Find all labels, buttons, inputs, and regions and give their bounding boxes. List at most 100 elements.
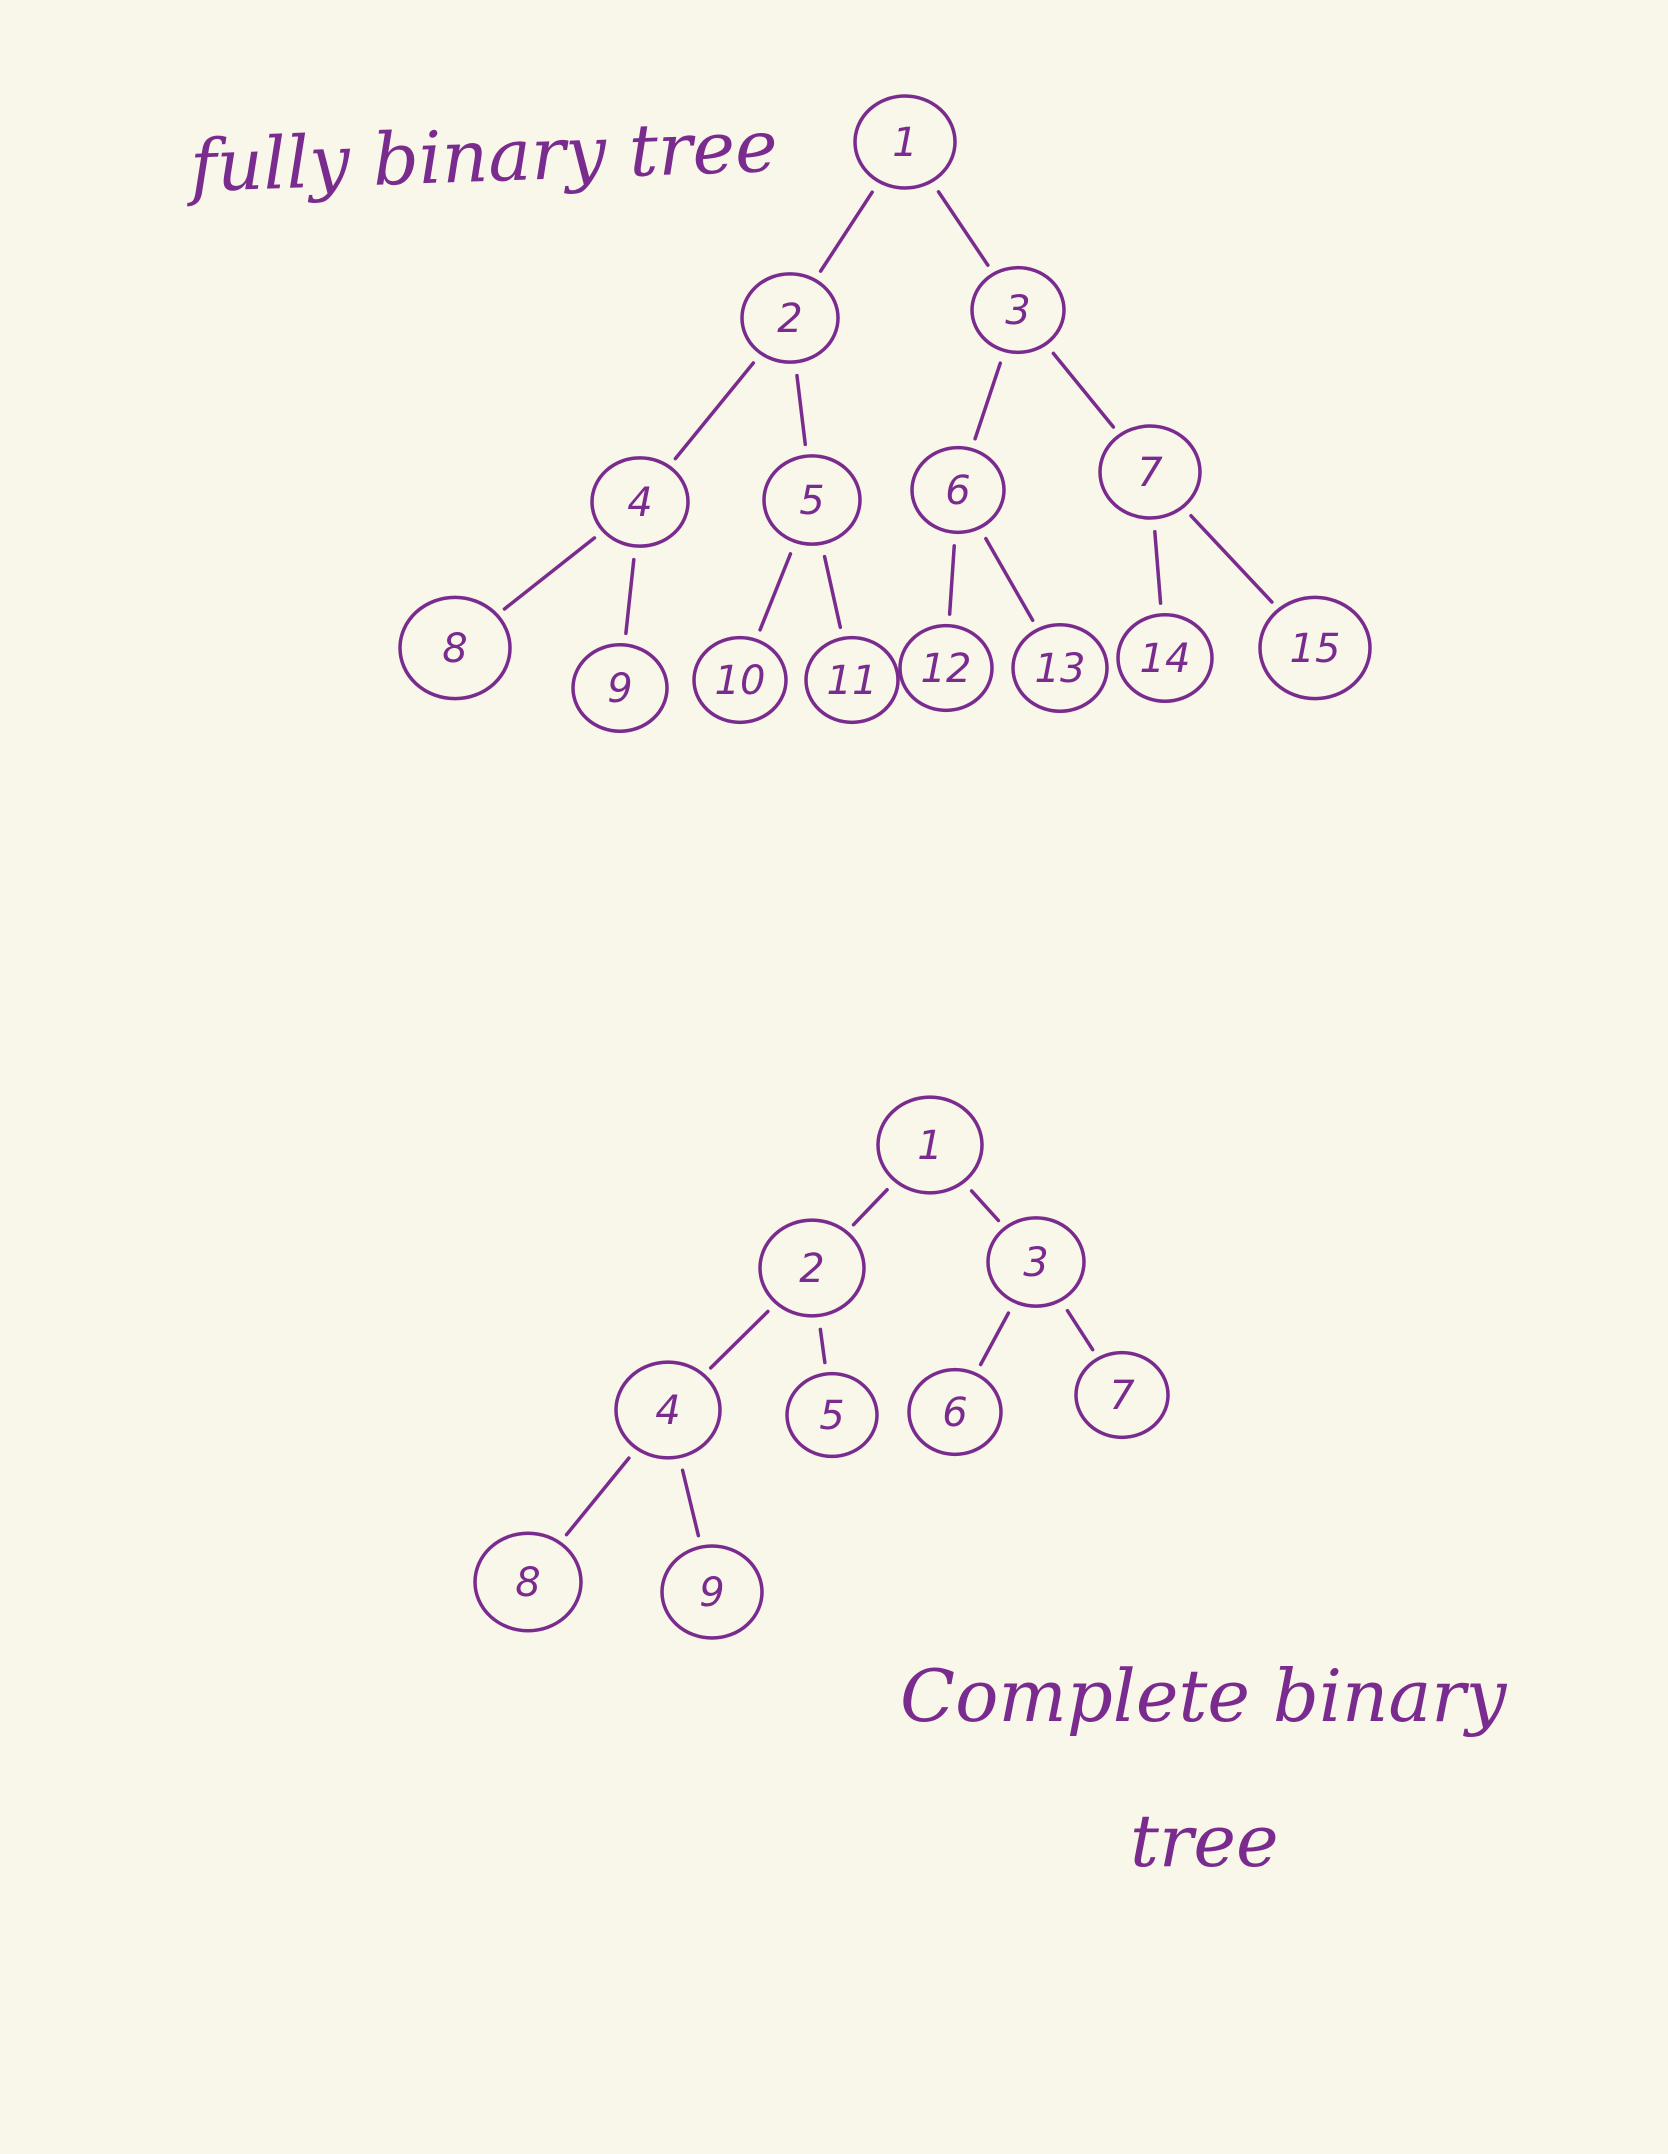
full-node-circle — [853, 94, 957, 190]
complete-node-label: 7 — [1109, 1373, 1135, 1419]
full-edge-4-9 — [624, 557, 636, 636]
full-node-5: 5 — [762, 454, 862, 546]
complete-node-label: 1 — [917, 1123, 942, 1169]
full-node-label: 10 — [715, 658, 766, 704]
complete-node-circle — [614, 1360, 722, 1460]
full-tree-nodes: 12 34 5 6 789 10 11 12 13 14 15 — [398, 94, 1372, 733]
full-node-15: 15 — [1258, 595, 1372, 701]
full-node-label: 3 — [1005, 288, 1030, 334]
full-node-circle — [740, 272, 840, 364]
full-node-circle — [571, 643, 669, 733]
full-edge-5-11 — [822, 554, 843, 630]
complete-node-circle — [758, 1218, 866, 1318]
full-node-label: 12 — [921, 646, 972, 692]
complete-node-7: 7 — [1074, 1350, 1170, 1440]
full-node-6: 6 — [910, 445, 1006, 535]
complete-node-circle — [876, 1095, 984, 1195]
full-node-2: 2 — [740, 272, 840, 364]
complete-node-3: 3 — [986, 1216, 1086, 1308]
full-edge-7-15 — [1189, 514, 1274, 604]
full-node-label: 4 — [627, 480, 652, 526]
full-node-circle — [762, 454, 862, 546]
full-node-4: 4 — [590, 456, 690, 548]
complete-node-label: 4 — [655, 1388, 680, 1434]
complete-edge-1-2 — [851, 1187, 889, 1227]
full-edge-1-2 — [818, 190, 874, 273]
full-node-label: 9 — [607, 666, 632, 712]
full-node-9: 9 — [571, 643, 669, 733]
complete-node-circle — [907, 1367, 1003, 1457]
full-node-label: 2 — [777, 296, 802, 342]
full-node-label: 6 — [945, 468, 970, 514]
complete-node-8: 8 — [473, 1531, 583, 1633]
full-node-7: 7 — [1098, 424, 1202, 520]
full-edge-4-8 — [502, 536, 597, 611]
complete-node-circle — [473, 1531, 583, 1633]
full-edge-1-3 — [936, 190, 990, 267]
complete-node-9: 9 — [660, 1544, 764, 1640]
full-edge-5-10 — [758, 552, 793, 632]
full-edge-2-5 — [795, 373, 808, 447]
full-node-circle — [1011, 623, 1109, 713]
full-node-label: 15 — [1290, 626, 1341, 672]
complete-node-label: 5 — [819, 1393, 844, 1439]
full-node-circle — [1098, 424, 1202, 520]
full-node-circle — [398, 595, 512, 701]
full-node-label: 7 — [1137, 450, 1163, 496]
complete-tree-title-line2: tree — [1130, 1799, 1279, 1883]
full-edge-2-4 — [673, 361, 756, 461]
complete-tree-title-line1: Complete binary — [900, 1654, 1507, 1738]
full-node-label: 14 — [1140, 636, 1191, 682]
complete-node-label: 9 — [699, 1570, 724, 1616]
complete-edge-2-4 — [708, 1309, 770, 1370]
full-node-circle — [1116, 613, 1214, 703]
full-node-13: 13 — [1011, 623, 1109, 713]
complete-node-circle — [785, 1371, 879, 1459]
full-node-circle — [692, 635, 788, 725]
full-node-circle — [910, 445, 1006, 535]
complete-node-circle — [1074, 1350, 1170, 1440]
full-edge-7-14 — [1153, 530, 1163, 605]
full-node-11: 11 — [804, 635, 900, 725]
complete-node-circle — [986, 1216, 1086, 1308]
full-node-10: 10 — [692, 635, 788, 725]
complete-node-label: 2 — [799, 1246, 824, 1292]
complete-edge-2-5 — [818, 1327, 827, 1365]
complete-node-2: 2 — [758, 1218, 866, 1318]
complete-edge-4-8 — [564, 1456, 631, 1537]
complete-node-5: 5 — [785, 1371, 879, 1459]
full-node-circle — [970, 265, 1066, 355]
full-node-label: 1 — [892, 120, 917, 166]
complete-node-6: 6 — [907, 1367, 1003, 1457]
full-node-8: 8 — [398, 595, 512, 701]
complete-tree-edges — [564, 1187, 1095, 1538]
full-node-12: 12 — [898, 623, 994, 713]
full-node-1: 1 — [853, 94, 957, 190]
full-node-circle — [590, 456, 690, 548]
full-edge-3-7 — [1051, 351, 1116, 429]
complete-node-label: 8 — [515, 1560, 540, 1606]
full-node-14: 14 — [1116, 613, 1214, 703]
full-edge-6-12 — [947, 544, 956, 616]
full-node-circle — [804, 635, 900, 725]
full-node-label: 13 — [1035, 646, 1086, 692]
full-node-3: 3 — [970, 265, 1066, 355]
complete-edge-3-7 — [1065, 1308, 1095, 1352]
complete-node-label: 6 — [942, 1390, 967, 1436]
complete-edge-1-3 — [969, 1189, 1001, 1223]
full-edge-3-6 — [973, 361, 1003, 441]
full-node-label: 8 — [442, 626, 467, 672]
complete-node-4: 4 — [614, 1360, 722, 1460]
complete-tree-nodes: 1 2 3 4 5 6 7 8 9 — [473, 1095, 1170, 1640]
full-node-label: 5 — [799, 478, 824, 524]
full-node-circle — [1258, 595, 1372, 701]
complete-edge-4-9 — [680, 1468, 701, 1538]
full-node-circle — [898, 623, 994, 713]
full-tree-edges — [502, 190, 1274, 636]
full-edge-6-13 — [984, 536, 1035, 623]
complete-node-1: 1 — [876, 1095, 984, 1195]
full-node-label: 11 — [827, 658, 878, 704]
complete-node-label: 3 — [1023, 1240, 1048, 1286]
complete-node-circle — [660, 1544, 764, 1640]
